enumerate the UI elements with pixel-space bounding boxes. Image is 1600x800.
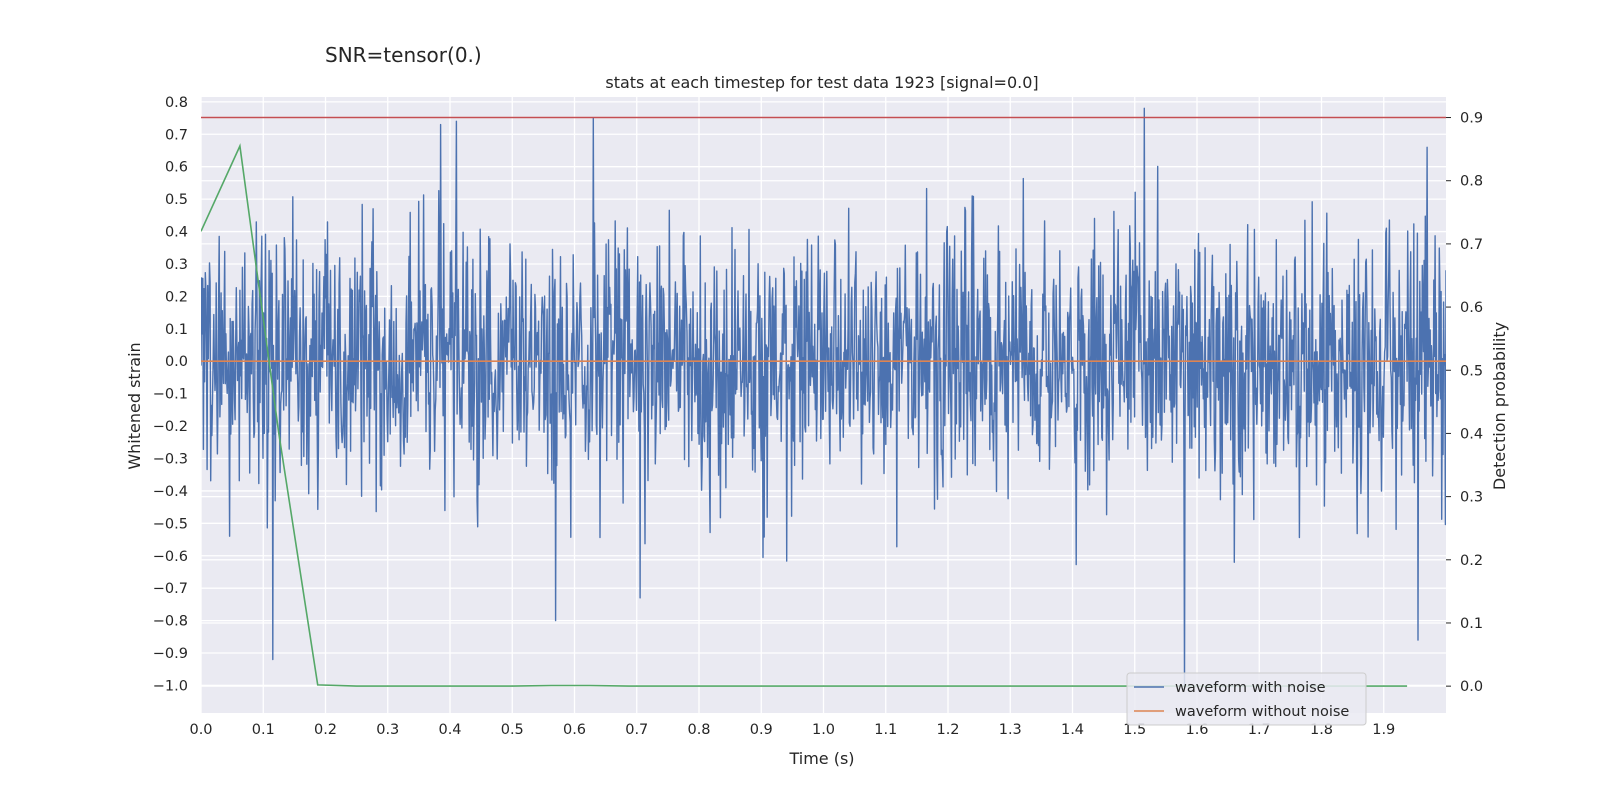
x-tick-label: 1.3 — [999, 722, 1022, 738]
y-tick-label-right: 0.2 — [1460, 553, 1483, 569]
y-tick-label-left: −0.8 — [153, 614, 188, 630]
y-tick-label-left: −0.6 — [153, 549, 188, 565]
y-tick-label-right: 0.4 — [1460, 426, 1483, 442]
x-tick-label: 1.8 — [1310, 722, 1333, 738]
y-tick-label-left: 0.2 — [165, 289, 188, 305]
y-tick-label-right: 0.7 — [1460, 237, 1483, 253]
legend-entry-label: waveform without noise — [1175, 704, 1349, 720]
x-tick-label: 0.0 — [189, 722, 212, 738]
y-tick-label-left: −0.7 — [153, 581, 188, 597]
legend-entry-label: waveform with noise — [1175, 680, 1326, 696]
legend: waveform with noise waveform without nois… — [1126, 672, 1367, 726]
chart-title: stats at each timestep for test data 192… — [605, 73, 1038, 92]
y-tick-label-left: 0.6 — [165, 160, 188, 176]
y-tick-label-left: 0.3 — [165, 257, 188, 273]
x-tick-label: 0.1 — [252, 722, 275, 738]
figure-suptitle: SNR=tensor(0.) — [325, 43, 482, 67]
x-tick-label: 1.4 — [1061, 722, 1084, 738]
x-tick-label: 0.9 — [750, 722, 773, 738]
y-tick-label-right: 0.8 — [1460, 174, 1483, 190]
y-tick-label-left: 0.4 — [165, 225, 188, 241]
y-tick-label-right: 0.6 — [1460, 300, 1483, 316]
x-tick-label: 1.1 — [874, 722, 897, 738]
x-axis-label: Time (s) — [788, 749, 854, 768]
tick-labels: 0.0 0.1 0.2 0.3 0.4 0.5 0.6 0.7 0.8 0.9 1.0 1.1 1.2 1… — [153, 95, 1483, 738]
series-waveform-with-noise — [201, 107, 1446, 687]
y-axis-label-left: Whitened strain — [125, 342, 144, 469]
y-tick-label-left: 0.0 — [165, 354, 188, 370]
y-tick-label-left: −1.0 — [153, 678, 188, 694]
y-tick-label-right: 0.0 — [1460, 679, 1483, 695]
legend-box — [1126, 672, 1367, 726]
y-tick-label-left: −0.3 — [153, 451, 188, 467]
x-tick-label: 1.2 — [936, 722, 959, 738]
y-tick-label-left: −0.4 — [153, 484, 188, 500]
x-tick-label: 1.0 — [812, 722, 835, 738]
x-tick-label: 0.5 — [501, 722, 524, 738]
x-tick-label: 1.6 — [1185, 722, 1208, 738]
y-tick-label-left: −0.5 — [153, 516, 188, 532]
y-tick-label-right: 0.9 — [1460, 111, 1483, 127]
y-tick-label-right: 0.5 — [1460, 363, 1483, 379]
x-tick-label: 0.6 — [563, 722, 586, 738]
x-tick-label: 0.3 — [376, 722, 399, 738]
y-tick-label-left: 0.5 — [165, 192, 188, 208]
y-axis-label-right: Detection probability — [1490, 322, 1509, 490]
y-tick-label-right: 0.1 — [1460, 616, 1483, 632]
x-tick-label: 1.5 — [1123, 722, 1146, 738]
y-tick-label-left: 0.1 — [165, 322, 188, 338]
x-tick-label: 1.9 — [1372, 722, 1395, 738]
y-tick-label-left: −0.9 — [153, 646, 188, 662]
y-tick-label-right: 0.3 — [1460, 490, 1483, 506]
y-tick-label-left: 0.8 — [165, 95, 188, 111]
x-tick-label: 1.7 — [1248, 722, 1271, 738]
y-tick-label-left: −0.2 — [153, 419, 188, 435]
y-tick-label-left: −0.1 — [153, 387, 188, 403]
y-tick-label-left: 0.7 — [165, 127, 188, 143]
x-tick-label: 0.4 — [438, 722, 461, 738]
x-tick-label: 0.2 — [314, 722, 337, 738]
x-tick-label: 0.7 — [625, 722, 648, 738]
x-tick-label: 0.8 — [687, 722, 710, 738]
